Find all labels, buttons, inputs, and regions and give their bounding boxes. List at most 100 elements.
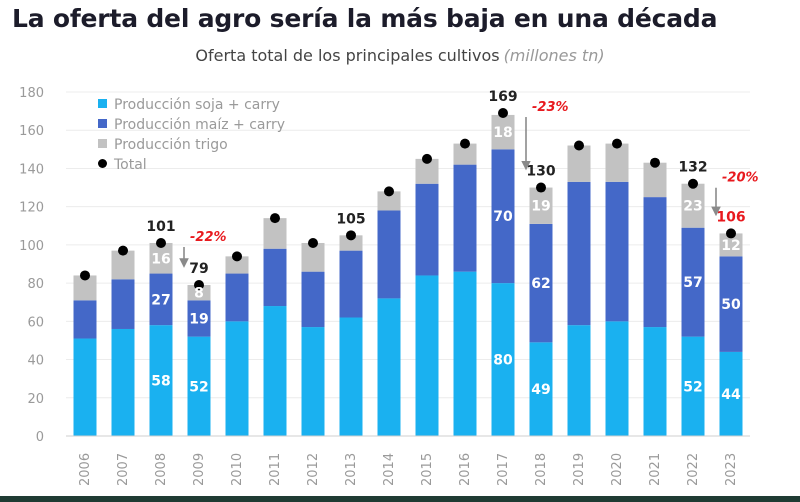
- bar-maiz-2011: [263, 248, 287, 307]
- annotations: -22% -23% -20%: [179, 100, 759, 268]
- x-tick-label: 2007: [116, 453, 131, 486]
- segment-label: 16: [151, 251, 170, 267]
- data-labels: 58 27 16 52 19 8 80 70 18 49 62 19 52 57 23 44 50 12 101 79…: [146, 89, 745, 403]
- x-tick-label: 2006: [78, 453, 93, 486]
- legend-label: Producción trigo: [114, 137, 228, 153]
- bar-trigo-2011: [263, 218, 287, 249]
- total-dot-2019: [574, 140, 584, 151]
- segment-label: 44: [721, 387, 741, 403]
- x-tick-label: 2017: [496, 453, 511, 486]
- bar-maiz-2021: [643, 197, 667, 328]
- bar-trigo-2022: [681, 183, 705, 228]
- y-tick-label: 60: [27, 315, 44, 330]
- total-dot-2014: [384, 186, 394, 197]
- bar-trigo-2016: [453, 143, 477, 165]
- total-dot-2016: [460, 138, 470, 149]
- bar-maiz-2010: [225, 273, 249, 322]
- bar-maiz-2018: [529, 223, 553, 343]
- subtitle-unit: (millones tn): [503, 46, 605, 65]
- bar-soja-2012: [301, 327, 325, 436]
- bar-trigo-2009: [187, 285, 211, 301]
- segment-label: 70: [493, 209, 513, 225]
- bar-soja-2009: [187, 336, 211, 436]
- total-dot-2015: [422, 153, 432, 164]
- bar-maiz-2007: [111, 279, 135, 329]
- x-tick-label: 2018: [534, 453, 549, 486]
- bar-trigo-2020: [605, 143, 629, 182]
- bar-maiz-2012: [301, 271, 325, 328]
- change-label: -20%: [722, 171, 759, 186]
- total-label-2008: 101: [146, 219, 175, 235]
- y-tick-label: 100: [19, 239, 44, 254]
- total-dot-2022: [688, 178, 698, 189]
- legend-label: Producción maíz + carry: [114, 117, 285, 133]
- y-tick-label: 120: [19, 201, 44, 216]
- total-dot-2013: [346, 230, 356, 241]
- bar-soja-2023: [719, 351, 743, 436]
- axes: 0 20 40 60 80 100 120 140 160 180 2006 2007 2008 2009…: [19, 86, 750, 486]
- bar-trigo-2018: [529, 187, 553, 224]
- total-label-2013: 105: [336, 211, 365, 227]
- change-label: -22%: [190, 230, 227, 245]
- total-dot-2007: [118, 245, 128, 256]
- bar-soja-2017: [491, 283, 515, 436]
- bar-soja-2006: [73, 338, 97, 436]
- y-tick-label: 140: [19, 162, 44, 177]
- total-dot-2010: [232, 251, 242, 262]
- x-tick-label: 2023: [724, 453, 739, 486]
- bar-maiz-2019: [567, 181, 591, 326]
- bar-trigo-2017: [491, 114, 515, 150]
- bar-trigo-2007: [111, 250, 135, 280]
- total-dot-2021: [650, 157, 660, 168]
- x-tick-label: 2013: [344, 453, 359, 486]
- legend-label: Total: [113, 157, 147, 173]
- legend-swatch: [98, 159, 107, 168]
- segment-label: 49: [531, 382, 550, 398]
- legend-swatch: [98, 139, 107, 148]
- subtitle-text: Oferta total de los principales cultivos: [195, 46, 500, 65]
- bar-trigo-2008: [149, 242, 173, 274]
- x-tick-label: 2022: [686, 453, 701, 486]
- bottom-band: [0, 496, 800, 502]
- segment-label: 52: [189, 379, 208, 395]
- bar-maiz-2023: [719, 256, 743, 352]
- bar-trigo-2010: [225, 256, 249, 274]
- bar-maiz-2009: [187, 300, 211, 337]
- segment-label: 19: [189, 311, 208, 327]
- bar-soja-2010: [225, 321, 249, 436]
- bar-trigo-2015: [415, 158, 439, 184]
- bar-soja-2008: [149, 325, 173, 436]
- bar-soja-2022: [681, 336, 705, 436]
- x-tick-label: 2016: [458, 453, 473, 486]
- bar-trigo-2021: [643, 162, 667, 198]
- bars: [73, 108, 743, 436]
- total-dot-2012: [308, 237, 318, 248]
- segment-label: 8: [194, 286, 204, 302]
- bar-soja-2015: [415, 275, 439, 436]
- y-tick-label: 160: [19, 124, 44, 139]
- gridlines: [66, 91, 750, 399]
- total-dot-2006: [80, 270, 90, 281]
- segment-label: 19: [531, 199, 550, 215]
- segment-label: 18: [493, 125, 512, 141]
- bar-maiz-2014: [377, 210, 401, 299]
- x-tick-label: 2020: [610, 453, 625, 486]
- legend-swatch: [98, 119, 107, 128]
- x-tick-label: 2008: [154, 453, 169, 486]
- y-tick-label: 20: [27, 392, 44, 407]
- total-dot-2017: [498, 108, 508, 119]
- bar-trigo-2006: [73, 275, 97, 301]
- bar-maiz-2013: [339, 250, 363, 318]
- y-tick-label: 180: [19, 86, 44, 101]
- bar-maiz-2016: [453, 164, 477, 272]
- x-tick-label: 2014: [382, 453, 397, 486]
- x-tick-label: 2021: [648, 453, 663, 486]
- x-tick-label: 2011: [268, 453, 283, 486]
- total-dot-2018: [536, 182, 546, 193]
- total-dot-2009: [194, 280, 204, 291]
- x-tick-label: 2009: [192, 453, 207, 486]
- segment-label: 27: [151, 292, 170, 308]
- total-label-2023: 106: [716, 209, 745, 225]
- total-label-2017: 169: [488, 89, 517, 105]
